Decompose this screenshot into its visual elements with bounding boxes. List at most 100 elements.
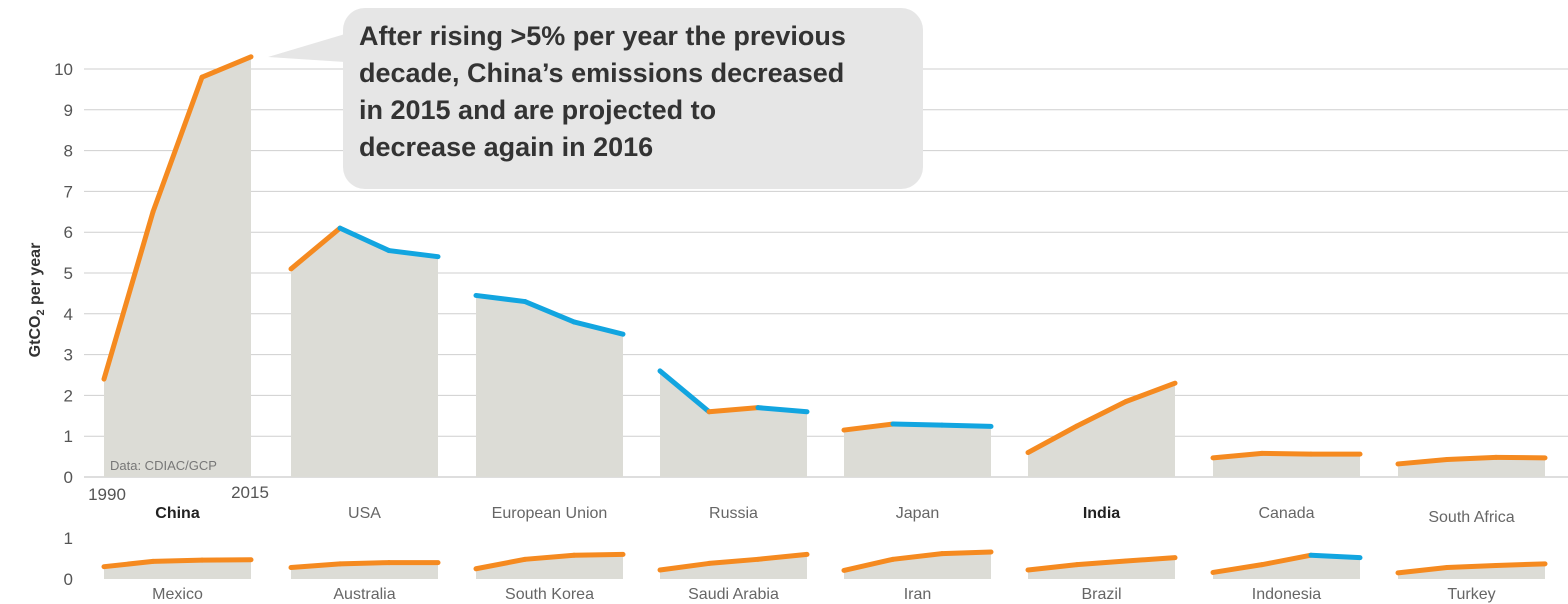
- y-tick-label: 3: [64, 346, 73, 365]
- country-area: [1028, 557, 1175, 579]
- country-labels: China USA European Union Russia Japan India Ca…: [152, 505, 1515, 603]
- trend-segment: [841, 421, 896, 433]
- trend-segment: [1074, 399, 1129, 429]
- country-label: Mexico: [152, 586, 203, 603]
- country-label: Indonesia: [1252, 586, 1321, 603]
- callout-line: decrease again in 2016: [359, 132, 654, 162]
- trend-segment: [522, 552, 577, 562]
- trend-segment: [337, 560, 392, 567]
- source-note: Data: CDIAC/GCP: [110, 458, 217, 473]
- trend-segment: [1308, 552, 1363, 561]
- trend-segment: [939, 549, 994, 557]
- callout-line: decade, China’s emissions decreased: [359, 58, 845, 88]
- y-tick-label: 0: [64, 468, 73, 487]
- trend-segment: [657, 560, 712, 573]
- trend-segment: [1025, 423, 1080, 456]
- country-label: Australia: [333, 586, 395, 603]
- country-label: Russia: [709, 505, 758, 522]
- annotation-callout: After rising >5% per year the previous d…: [343, 8, 923, 189]
- y-tick-label: 2: [64, 386, 73, 405]
- trend-segment: [1444, 454, 1499, 462]
- country-label: European Union: [492, 505, 608, 522]
- country-area: [1398, 563, 1545, 579]
- trend-segment: [150, 74, 205, 215]
- y-tick-label: 10: [54, 60, 73, 79]
- callout-pointer: [268, 34, 345, 62]
- axes: 0 1 2 3 4 5 6 7 8 9 10 1990 2015 0 1: [54, 60, 269, 589]
- country-label: Japan: [896, 505, 940, 522]
- trend-segment: [473, 292, 528, 305]
- country-label: India: [1083, 505, 1120, 522]
- country-area: [476, 554, 623, 579]
- trend-segment: [890, 551, 945, 562]
- trend-segment: [288, 225, 343, 272]
- trend-segment: [841, 556, 896, 573]
- trend-segment: [706, 405, 761, 415]
- trend-segment: [706, 556, 761, 566]
- y-tick-label: 0: [64, 570, 73, 589]
- country-area: [291, 228, 438, 477]
- trend-segment: [101, 209, 156, 382]
- trend-segment: [571, 551, 626, 558]
- country-label: South Korea: [505, 586, 594, 603]
- trend-segment: [1395, 565, 1450, 576]
- trend-segment: [1493, 561, 1548, 568]
- callout-line: in 2015 and are projected to: [359, 95, 717, 125]
- country-area: [660, 370, 807, 477]
- trend-segment: [473, 556, 528, 572]
- trend-segment: [755, 551, 810, 562]
- y-tick-label: 6: [64, 223, 73, 242]
- y-axis-label-main: GtCO: [27, 316, 44, 358]
- trend-segment: [1444, 562, 1499, 571]
- y-tick-label: 1: [64, 427, 73, 446]
- country-trend-lines: [101, 54, 1548, 576]
- trend-segment: [1074, 558, 1129, 568]
- y-tick-label: 8: [64, 142, 73, 161]
- trend-segment: [199, 54, 254, 80]
- country-label: Turkey: [1447, 586, 1495, 603]
- x-tick-label: 1990: [88, 485, 126, 504]
- trend-segment: [1123, 555, 1178, 564]
- y-tick-label: 9: [64, 101, 73, 120]
- y-tick-label: 1: [64, 529, 73, 548]
- trend-segment: [939, 422, 994, 429]
- trend-segment: [571, 319, 626, 337]
- trend-segment: [1259, 450, 1314, 457]
- country-area: [1028, 383, 1175, 477]
- country-label: Canada: [1258, 505, 1314, 522]
- trend-segment: [386, 248, 441, 260]
- y-tick-label: 4: [64, 305, 73, 324]
- x-tick-label: 2015: [231, 483, 269, 502]
- trend-segment: [890, 421, 945, 428]
- country-label: China: [155, 505, 200, 522]
- trend-segment: [1259, 552, 1314, 568]
- country-label: Iran: [904, 586, 932, 603]
- country-label: USA: [348, 505, 381, 522]
- country-label: South Africa: [1428, 509, 1514, 526]
- y-axis-label: GtCO2 per year: [27, 243, 47, 358]
- country-area: [844, 423, 991, 477]
- y-axis-label-rest: per year: [27, 243, 44, 310]
- callout-line: After rising >5% per year the previous: [359, 21, 846, 51]
- trend-segment: [1210, 450, 1265, 461]
- trend-segment: [657, 368, 712, 415]
- trend-segment: [1025, 562, 1080, 573]
- trend-segment: [337, 225, 392, 254]
- trend-segment: [1210, 562, 1265, 575]
- trend-segment: [1395, 456, 1450, 467]
- trend-segment: [522, 299, 577, 325]
- country-areas: [104, 56, 1545, 579]
- y-tick-label: 5: [64, 264, 73, 283]
- country-area: [104, 56, 251, 477]
- trend-segment: [101, 558, 156, 570]
- y-tick-label: 7: [64, 182, 73, 201]
- country-label: Brazil: [1081, 586, 1121, 603]
- country-area: [476, 295, 623, 477]
- trend-segment: [1123, 380, 1178, 405]
- y-axis-label-sub: 2: [35, 309, 47, 315]
- trend-segment: [755, 405, 810, 415]
- trend-segment: [150, 557, 205, 564]
- country-area: [1213, 555, 1360, 579]
- trend-segment: [288, 561, 343, 571]
